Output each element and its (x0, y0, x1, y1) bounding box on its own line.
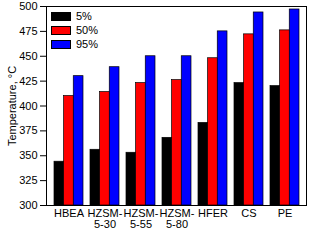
svg-text:HZSM-5-30: HZSM-5-30 (88, 207, 123, 230)
svg-text:400: 400 (19, 100, 37, 112)
svg-text:Temperature, °C: Temperature, °C (6, 66, 18, 146)
html-text:50%: 50% (76, 24, 98, 36)
html-text:5%: 5% (76, 10, 92, 22)
svg-text:475: 475 (19, 25, 37, 37)
svg-text:CS: CS (241, 207, 256, 219)
svg-text:300: 300 (19, 199, 37, 211)
svg-text:425: 425 (19, 75, 37, 87)
svg-text:350: 350 (19, 149, 37, 161)
svg-text:PE: PE (278, 207, 293, 219)
html-text:95%: 95% (76, 38, 98, 50)
svg-text:HZSM-5-55: HZSM-5-55 (124, 207, 159, 230)
svg-text:375: 375 (19, 124, 37, 136)
svg-text:500: 500 (19, 0, 37, 12)
svg-text:HZSM-5-80: HZSM-5-80 (160, 207, 195, 230)
svg-text:450: 450 (19, 50, 37, 62)
svg-text:325: 325 (19, 174, 37, 186)
svg-text:HBEA: HBEA (54, 207, 85, 219)
svg-text:HFER: HFER (198, 207, 228, 219)
